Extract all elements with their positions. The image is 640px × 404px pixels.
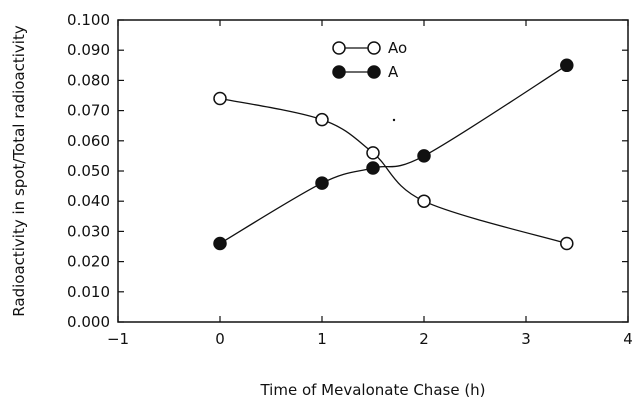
y-tick-label: 0.010 <box>67 283 110 301</box>
y-tick-label: 0.100 <box>67 11 110 29</box>
open-circle-marker <box>315 112 329 127</box>
filled-circle-marker <box>213 236 227 251</box>
x-tick-label: 1 <box>317 330 327 348</box>
y-tick-label: 0.030 <box>67 222 110 240</box>
x-tick-label: 2 <box>419 330 429 348</box>
legend: Ao A <box>332 39 407 81</box>
series-line <box>219 64 568 245</box>
x-tick-label: 3 <box>521 330 531 348</box>
filled-circle-marker <box>560 58 574 73</box>
series-layer <box>213 58 574 251</box>
filled-circle-marker <box>315 176 329 190</box>
open-circle-marker <box>213 91 227 106</box>
legend-marker <box>332 65 346 79</box>
open-circle-marker <box>417 194 431 208</box>
x-tick-label: −1 <box>107 330 129 348</box>
series-a <box>213 58 574 251</box>
x-axis-title: Time of Mevalonate Chase (h) <box>259 381 485 399</box>
y-tick-label: 0.090 <box>67 41 110 59</box>
series-ao <box>213 91 574 251</box>
y-tick-label: 0.020 <box>67 253 110 271</box>
legend-marker <box>332 41 346 55</box>
legend-marker <box>367 65 381 79</box>
y-axis-title: Radioactivity in spot/Total radioactivit… <box>10 25 28 317</box>
y-tick-label: 0.040 <box>67 192 110 210</box>
open-circle-marker <box>560 236 574 251</box>
y-tick-label: 0.070 <box>67 102 110 120</box>
y-tick-label: 0.000 <box>67 313 110 331</box>
legend-item: A <box>332 63 399 81</box>
legend-label: A <box>388 63 399 81</box>
legend-item: Ao <box>332 39 407 57</box>
stray-dot <box>392 118 396 122</box>
legend-label: Ao <box>388 39 407 57</box>
x-tick-label: 4 <box>623 330 633 348</box>
y-tick-label: 0.050 <box>67 162 110 180</box>
open-circle-marker <box>366 146 380 160</box>
filled-circle-marker <box>417 149 431 163</box>
legend-marker <box>367 41 381 55</box>
x-tick-label: 0 <box>215 330 225 348</box>
x-axis: −1 0 1 2 3 4 <box>107 20 633 348</box>
y-tick-label: 0.080 <box>67 71 110 89</box>
y-axis: 0.000 0.010 0.020 0.030 0.040 0.050 0.060 0.070… <box>67 11 628 331</box>
y-tick-label: 0.060 <box>67 132 110 150</box>
filled-circle-marker <box>366 161 380 175</box>
